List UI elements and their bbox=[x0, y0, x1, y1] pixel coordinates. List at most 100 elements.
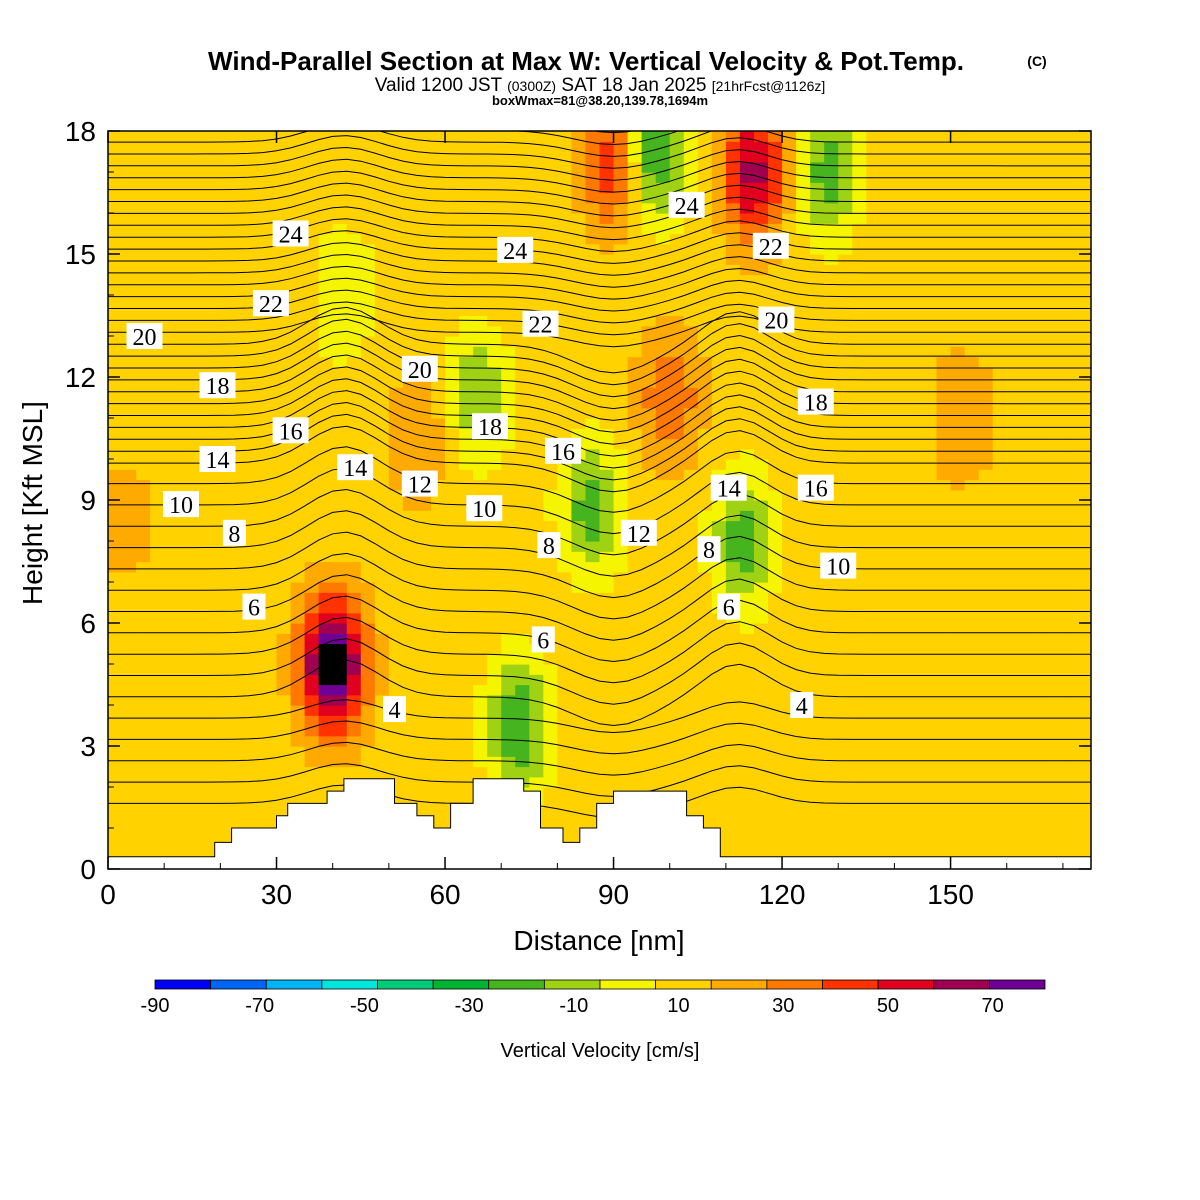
w-cell bbox=[360, 315, 376, 327]
w-cell bbox=[290, 213, 306, 224]
w-cell bbox=[136, 387, 151, 399]
w-cell bbox=[627, 756, 643, 768]
w-cell bbox=[908, 387, 924, 399]
w-cell bbox=[318, 325, 334, 337]
w-cell bbox=[543, 612, 558, 624]
w-cell bbox=[318, 192, 334, 204]
w-cell bbox=[557, 264, 573, 276]
w-cell bbox=[206, 582, 221, 593]
w-cell bbox=[1020, 274, 1036, 286]
w-cell bbox=[473, 469, 488, 481]
w-cell bbox=[599, 530, 615, 542]
w-cell bbox=[866, 817, 881, 829]
w-cell bbox=[880, 735, 895, 747]
w-cell bbox=[276, 284, 292, 296]
w-cell bbox=[753, 807, 769, 819]
w-cell bbox=[304, 530, 320, 542]
w-cell bbox=[866, 346, 881, 358]
w-cell bbox=[374, 172, 390, 183]
w-cell bbox=[529, 223, 544, 235]
w-cell bbox=[655, 643, 671, 655]
w-cell bbox=[276, 592, 292, 604]
w-cell bbox=[501, 202, 516, 214]
w-cell bbox=[136, 448, 151, 460]
w-cell bbox=[782, 530, 797, 542]
w-cell bbox=[108, 459, 123, 470]
w-cell bbox=[697, 592, 713, 604]
w-cell bbox=[936, 387, 952, 399]
w-cell bbox=[852, 356, 867, 368]
w-cell bbox=[1034, 653, 1050, 665]
w-cell bbox=[234, 418, 250, 429]
w-cell bbox=[136, 561, 151, 573]
w-cell bbox=[346, 674, 362, 686]
w-cell bbox=[136, 346, 151, 358]
w-cell bbox=[838, 725, 853, 737]
w-cell bbox=[262, 438, 278, 450]
w-cell bbox=[852, 694, 867, 706]
w-cell bbox=[641, 377, 657, 388]
w-cell bbox=[599, 428, 615, 440]
w-cell bbox=[1034, 274, 1050, 286]
w-cell bbox=[164, 418, 179, 429]
w-cell bbox=[136, 674, 151, 686]
w-cell bbox=[529, 530, 544, 542]
w-cell bbox=[360, 510, 376, 522]
w-cell bbox=[178, 192, 193, 204]
chart-info-line: boxWmax=81@38.20,139.78,1694m bbox=[492, 93, 708, 108]
w-cell bbox=[543, 725, 558, 737]
w-cell bbox=[234, 407, 250, 419]
w-cell bbox=[276, 192, 292, 204]
w-cell bbox=[430, 233, 446, 245]
w-cell bbox=[318, 131, 334, 142]
w-cell bbox=[388, 510, 404, 522]
w-cell bbox=[922, 254, 938, 265]
w-cell bbox=[164, 479, 179, 491]
w-cell bbox=[950, 479, 966, 491]
w-cell bbox=[922, 602, 938, 614]
w-cell bbox=[332, 377, 348, 388]
w-cell bbox=[206, 407, 221, 419]
w-cell bbox=[725, 674, 741, 686]
w-cell bbox=[248, 479, 264, 491]
w-cell bbox=[992, 366, 1008, 378]
w-cell bbox=[487, 674, 502, 686]
w-cell bbox=[725, 428, 741, 440]
w-cell bbox=[529, 602, 544, 614]
w-cell bbox=[725, 305, 741, 317]
w-cell bbox=[192, 510, 207, 522]
w-cell bbox=[978, 377, 994, 388]
w-cell bbox=[318, 797, 334, 809]
w-cell bbox=[529, 684, 544, 696]
w-cell bbox=[1062, 397, 1078, 409]
w-cell bbox=[697, 705, 713, 716]
w-cell bbox=[501, 336, 516, 347]
w-cell bbox=[627, 612, 643, 624]
w-cell bbox=[122, 387, 137, 399]
w-cell bbox=[725, 664, 741, 675]
w-cell bbox=[487, 551, 502, 563]
w-cell bbox=[445, 756, 460, 768]
w-cell bbox=[459, 735, 474, 747]
w-cell bbox=[1076, 756, 1091, 768]
w-cell bbox=[164, 356, 179, 368]
w-cell bbox=[487, 766, 502, 778]
w-cell bbox=[585, 520, 601, 532]
w-cell bbox=[416, 397, 432, 409]
w-cell bbox=[108, 838, 123, 850]
w-cell bbox=[1076, 387, 1091, 399]
w-cell bbox=[1062, 848, 1078, 860]
w-cell bbox=[669, 428, 685, 440]
w-cell bbox=[922, 848, 938, 860]
w-cell bbox=[276, 623, 292, 634]
w-cell bbox=[192, 264, 207, 276]
w-cell bbox=[402, 746, 418, 757]
w-cell bbox=[880, 377, 895, 388]
w-cell bbox=[192, 571, 207, 583]
w-cell bbox=[964, 510, 980, 522]
w-cell bbox=[1076, 479, 1091, 491]
w-cell bbox=[711, 315, 727, 327]
w-cell bbox=[206, 213, 221, 224]
w-cell bbox=[487, 305, 502, 317]
w-cell bbox=[697, 315, 713, 327]
